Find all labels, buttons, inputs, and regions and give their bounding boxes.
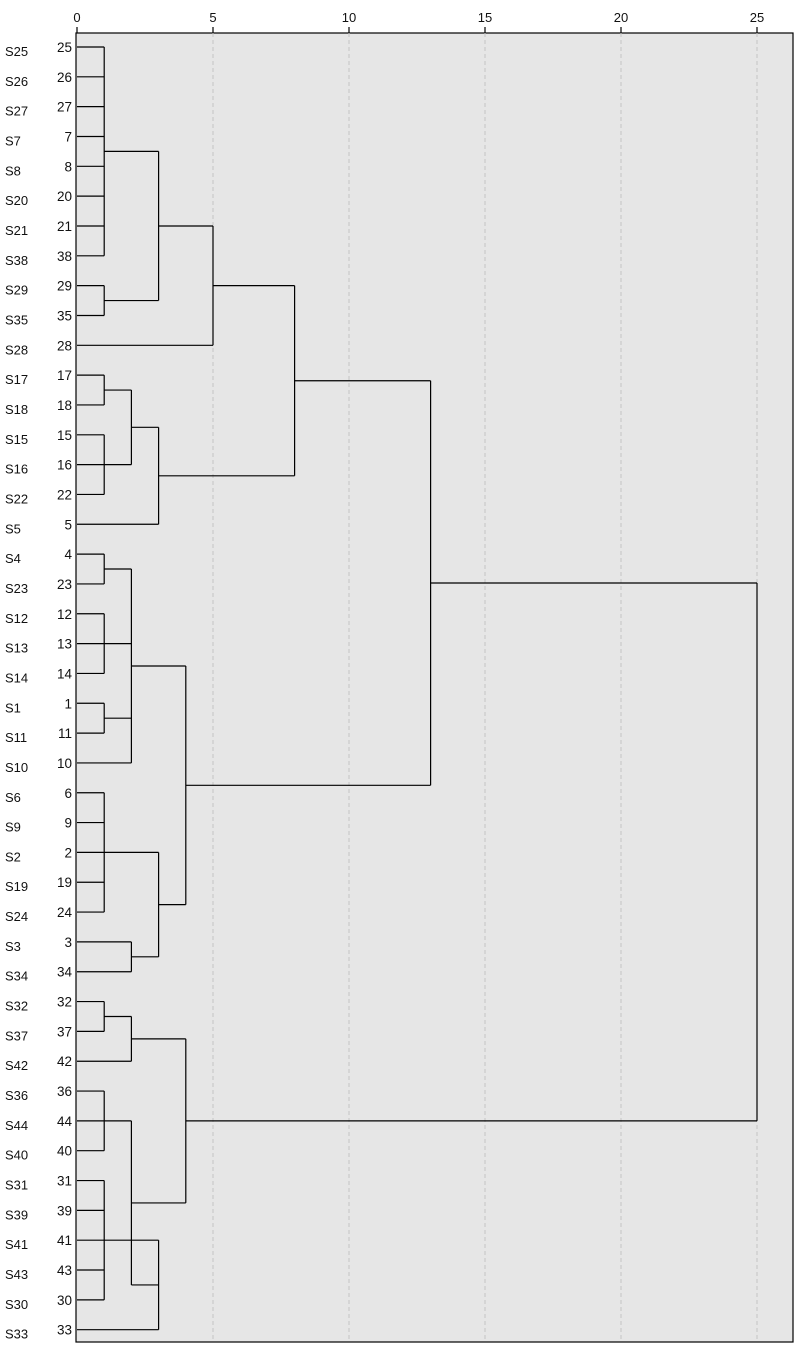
leaf-label-29: 29 <box>57 279 72 294</box>
leaf-label-42: 42 <box>57 1054 72 1069</box>
sample-label-S2: S2 <box>5 849 21 864</box>
sample-label-S24: S24 <box>5 909 28 924</box>
sample-label-S26: S26 <box>5 74 28 89</box>
sample-label-S44: S44 <box>5 1118 28 1133</box>
tick-label-25: 25 <box>750 10 764 25</box>
sample-label-S1: S1 <box>5 700 21 715</box>
sample-label-S6: S6 <box>5 790 21 805</box>
leaf-label-12: 12 <box>57 607 72 622</box>
leaf-label-3: 3 <box>64 935 72 950</box>
sample-label-S33: S33 <box>5 1327 28 1342</box>
leaf-label-23: 23 <box>57 577 72 592</box>
sample-label-S22: S22 <box>5 491 28 506</box>
leaf-label-21: 21 <box>57 219 72 234</box>
sample-label-S31: S31 <box>5 1178 28 1193</box>
sample-label-S13: S13 <box>5 641 28 656</box>
leaf-label-37: 37 <box>57 1024 72 1039</box>
leaf-label-24: 24 <box>57 905 73 920</box>
sample-label-S16: S16 <box>5 462 28 477</box>
sample-label-S40: S40 <box>5 1148 28 1163</box>
leaf-label-16: 16 <box>57 458 72 473</box>
tick-label-20: 20 <box>614 10 628 25</box>
sample-label-S30: S30 <box>5 1297 28 1312</box>
leaf-label-27: 27 <box>57 100 72 115</box>
leaf-label-26: 26 <box>57 70 72 85</box>
sample-label-S41: S41 <box>5 1237 28 1252</box>
leaf-label-9: 9 <box>64 816 72 831</box>
leaf-label-10: 10 <box>57 756 72 771</box>
leaf-label-31: 31 <box>57 1174 72 1189</box>
plot-area <box>75 32 794 1343</box>
leaf-label-36: 36 <box>57 1084 72 1099</box>
sample-label-S19: S19 <box>5 879 28 894</box>
leaf-label-28: 28 <box>57 338 72 353</box>
sample-label-S7: S7 <box>5 133 21 148</box>
tick-label-10: 10 <box>342 10 356 25</box>
sample-label-S14: S14 <box>5 670 28 685</box>
leaf-label-34: 34 <box>57 965 73 980</box>
dendrogram-links <box>77 46 758 1331</box>
leaf-label-15: 15 <box>57 428 72 443</box>
leaf-label-33: 33 <box>57 1323 72 1338</box>
sample-label-S39: S39 <box>5 1207 28 1222</box>
leaf-label-1: 1 <box>64 696 72 711</box>
sample-label-S5: S5 <box>5 521 21 536</box>
leaf-label-40: 40 <box>57 1144 72 1159</box>
leaf-label-32: 32 <box>57 995 72 1010</box>
leaf-label-13: 13 <box>57 637 72 652</box>
leaf-label-38: 38 <box>57 249 72 264</box>
leaf-label-14: 14 <box>57 666 73 681</box>
leaf-label-7: 7 <box>64 129 72 144</box>
leaf-label-35: 35 <box>57 308 72 323</box>
sample-label-S8: S8 <box>5 163 21 178</box>
tick-label-15: 15 <box>478 10 492 25</box>
sample-label-S9: S9 <box>5 820 21 835</box>
leaf-label-39: 39 <box>57 1203 72 1218</box>
leaf-label-17: 17 <box>57 368 72 383</box>
sample-label-S18: S18 <box>5 402 28 417</box>
leaf-label-8: 8 <box>64 159 72 174</box>
sample-label-S15: S15 <box>5 432 28 447</box>
sample-label-S12: S12 <box>5 611 28 626</box>
leaf-label-44: 44 <box>57 1114 73 1129</box>
sample-label-S35: S35 <box>5 312 28 327</box>
sample-label-S36: S36 <box>5 1088 28 1103</box>
sample-label-S42: S42 <box>5 1058 28 1073</box>
leaf-label-2: 2 <box>64 845 72 860</box>
sample-label-S3: S3 <box>5 939 21 954</box>
sample-label-S25: S25 <box>5 44 28 59</box>
leaf-label-20: 20 <box>57 189 72 204</box>
leaf-label-6: 6 <box>64 786 72 801</box>
leaf-label-18: 18 <box>57 398 72 413</box>
x-axis-ticks: 0 5 10 15 20 25 <box>73 10 764 33</box>
sample-label-S23: S23 <box>5 581 28 596</box>
leaf-label-11: 11 <box>58 726 72 741</box>
sample-label-S28: S28 <box>5 342 28 357</box>
sample-label-S27: S27 <box>5 104 28 119</box>
sample-label-S20: S20 <box>5 193 28 208</box>
leaf-label-4: 4 <box>64 547 72 562</box>
sample-label-S37: S37 <box>5 1028 28 1043</box>
sample-label-S43: S43 <box>5 1267 28 1282</box>
sample-label-S38: S38 <box>5 253 28 268</box>
sample-label-S32: S32 <box>5 999 28 1014</box>
leaf-label-22: 22 <box>57 487 72 502</box>
sample-label-S29: S29 <box>5 283 28 298</box>
leaf-label-19: 19 <box>57 875 72 890</box>
tick-label-0: 0 <box>73 10 80 25</box>
tick-label-5: 5 <box>209 10 216 25</box>
sample-label-S10: S10 <box>5 760 28 775</box>
leaf-label-5: 5 <box>64 517 72 532</box>
leaf-label-30: 30 <box>57 1293 72 1308</box>
sample-label-S17: S17 <box>5 372 28 387</box>
sample-label-S4: S4 <box>5 551 21 566</box>
sample-label-S21: S21 <box>5 223 28 238</box>
sample-label-S34: S34 <box>5 969 28 984</box>
sample-label-S11: S11 <box>5 730 27 745</box>
leaf-label-43: 43 <box>57 1263 72 1278</box>
leaf-label-41: 41 <box>57 1233 72 1248</box>
leaf-label-25: 25 <box>57 40 72 55</box>
